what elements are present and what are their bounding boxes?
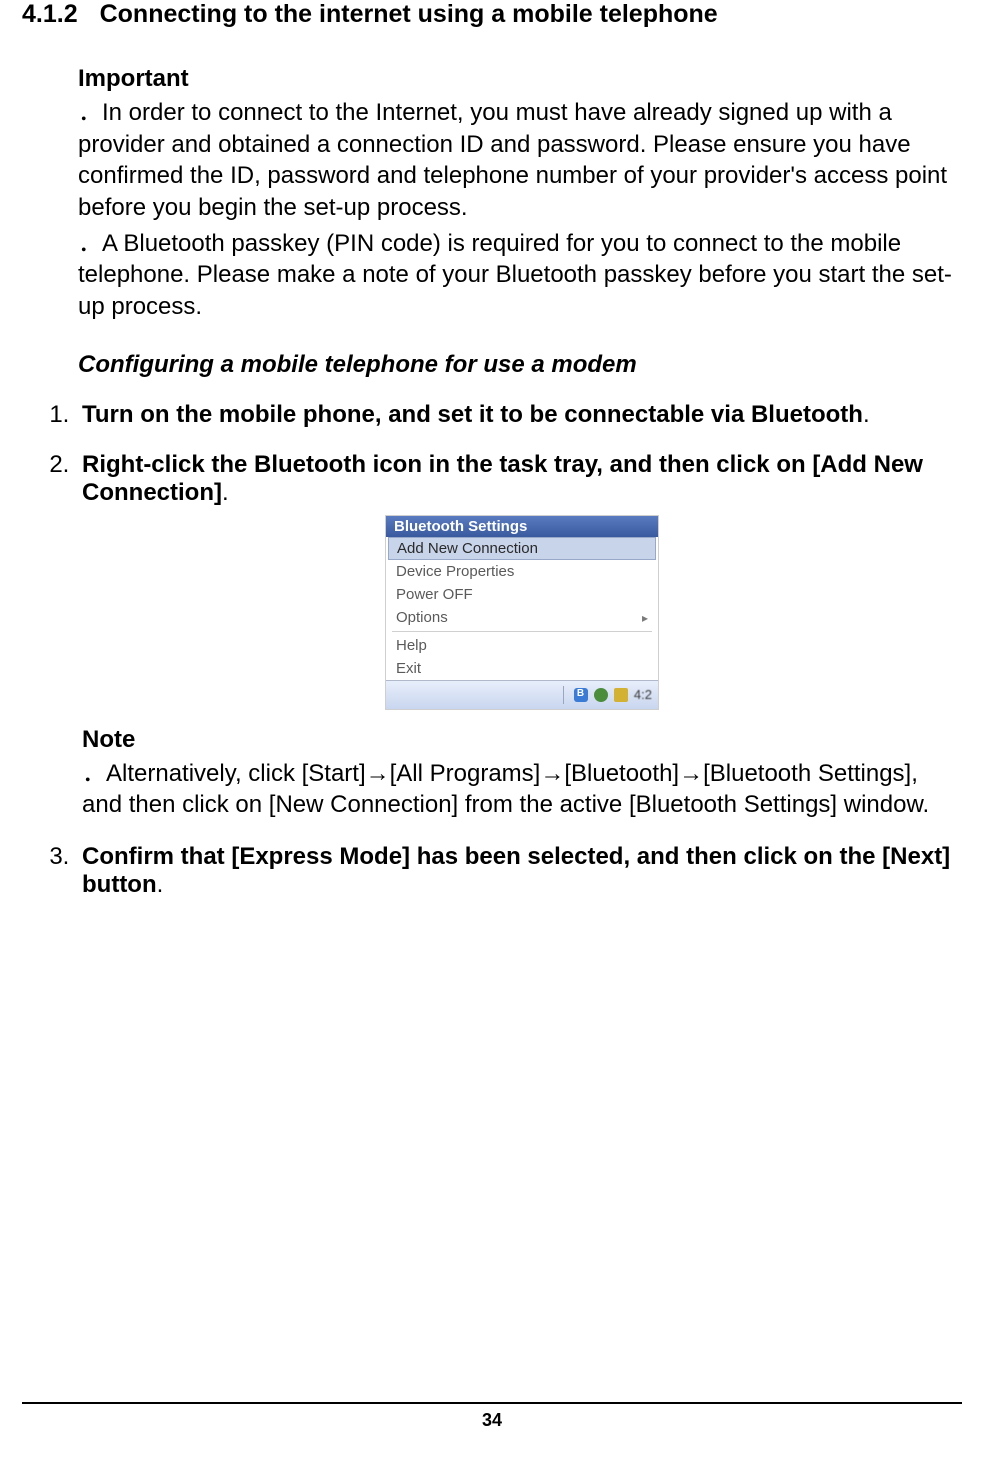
step-2: Right-click the Bluetooth icon in the ta… [76,451,962,821]
section-heading: 4.1.2 Connecting to the internet using a… [22,0,962,29]
note-label: Note [82,726,962,754]
menu-item-exit[interactable]: Exit [386,657,658,680]
menu-item-device-properties[interactable]: Device Properties [386,560,658,583]
menu-separator [392,631,652,632]
page-footer: 34 [22,1402,962,1431]
menu-item-add-new-connection[interactable]: Add New Connection [388,537,656,560]
tray-status-icon[interactable] [594,688,608,702]
menu-title: Bluetooth Settings [386,516,658,537]
step-1-tail: . [863,401,870,428]
important-bullet-1: ．In order to connect to the Internet, yo… [78,97,962,224]
step-1: Turn on the mobile phone, and set it to … [76,401,962,429]
step-2-tail: . [222,479,229,506]
step-2-bold: Right-click the Bluetooth icon in the ta… [82,451,923,506]
bullet-dot: ． [78,230,102,257]
note-body: ．Alternatively, click [Start]→[All Progr… [82,758,962,821]
taskbar-tray: 4:2 [386,680,658,709]
step-3-bold: Confirm that [Express Mode] has been sel… [82,843,950,898]
footer-rule [22,1402,962,1404]
important-text-1: In order to connect to the Internet, you… [78,99,947,221]
important-bullet-2: ．A Bluetooth passkey (PIN code) is requi… [78,228,962,323]
configuring-subheading: Configuring a mobile telephone for use a… [78,351,962,379]
important-label: Important [78,65,962,93]
tray-misc-icon[interactable] [614,688,628,702]
bullet-dot: ． [78,99,102,126]
tray-divider [563,686,564,704]
menu-item-options[interactable]: Options [386,606,658,629]
step-3: Confirm that [Express Mode] has been sel… [76,843,962,899]
steps-list: Turn on the mobile phone, and set it to … [22,401,962,899]
section-number: 4.1.2 [22,0,78,29]
step-1-bold: Turn on the mobile phone, and set it to … [82,401,863,428]
important-text-2: A Bluetooth passkey (PIN code) is requir… [78,230,952,320]
tray-clock: 4:2 [634,687,652,702]
menu-item-power-off[interactable]: Power OFF [386,583,658,606]
bullet-dot: ． [82,760,106,787]
section-title: Connecting to the internet using a mobil… [100,0,718,29]
step-3-tail: . [157,871,164,898]
page-number: 34 [22,1410,962,1431]
bluetooth-icon[interactable] [574,688,588,702]
menu-item-help[interactable]: Help [386,634,658,657]
context-menu-screenshot: Bluetooth Settings Add New Connection De… [385,515,659,710]
note-text: Alternatively, click [Start]→[All Progra… [82,760,929,819]
